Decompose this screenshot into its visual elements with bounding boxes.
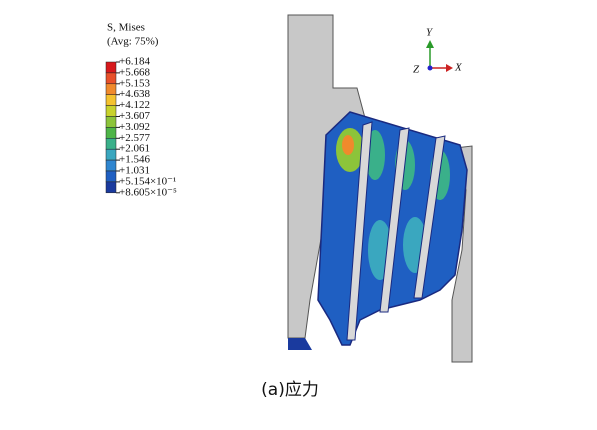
arrow — [446, 64, 453, 72]
legend-subtitle: (Avg: 75%) — [107, 36, 159, 48]
contour-base — [288, 338, 312, 350]
legend-swatch — [105, 72, 117, 85]
part-right — [451, 145, 473, 363]
legend-label: +5.153 — [119, 77, 150, 89]
legend-swatch — [105, 148, 117, 161]
fin — [379, 127, 410, 313]
fin — [346, 121, 373, 341]
triad-x: X — [454, 62, 463, 74]
legend-label: +5.668 — [119, 66, 150, 78]
contour-peak — [342, 135, 354, 155]
legend-swatch — [105, 138, 117, 150]
legend-label: +2.577 — [119, 132, 150, 144]
legend-label: +5.154×10⁻¹ — [119, 175, 176, 187]
legend-swatch — [105, 181, 117, 194]
legend-label: +3.607 — [119, 110, 150, 122]
legend-label: +4.122 — [119, 99, 150, 111]
legend-label: +2.061 — [119, 143, 150, 155]
legend-label: +3.092 — [119, 121, 150, 133]
triad-y: Y — [426, 27, 434, 39]
legend-label: +8.605×10⁻⁵ — [119, 186, 177, 198]
legend-label: +6.184 — [119, 56, 150, 68]
legend-swatch — [105, 159, 117, 172]
axis-z — [427, 65, 433, 71]
legend-label: +4.638 — [119, 88, 150, 100]
legend-swatch — [105, 105, 117, 117]
fin — [413, 135, 446, 299]
legend-swatch — [105, 61, 117, 74]
legend-swatch — [105, 127, 117, 139]
triad-z: Z — [413, 64, 420, 76]
legend-swatch — [105, 83, 117, 95]
model — [287, 14, 473, 363]
triad: Y Z X — [413, 27, 463, 76]
legend-title: S, Mises — [107, 22, 145, 34]
legend-label: +1.546 — [119, 154, 150, 166]
caption: (a)应力 — [261, 380, 319, 400]
arrow — [426, 40, 434, 48]
legend-swatch — [105, 94, 117, 106]
legend-label: +1.031 — [119, 165, 150, 177]
legend-swatch — [105, 116, 117, 128]
legend-swatch — [105, 170, 117, 183]
